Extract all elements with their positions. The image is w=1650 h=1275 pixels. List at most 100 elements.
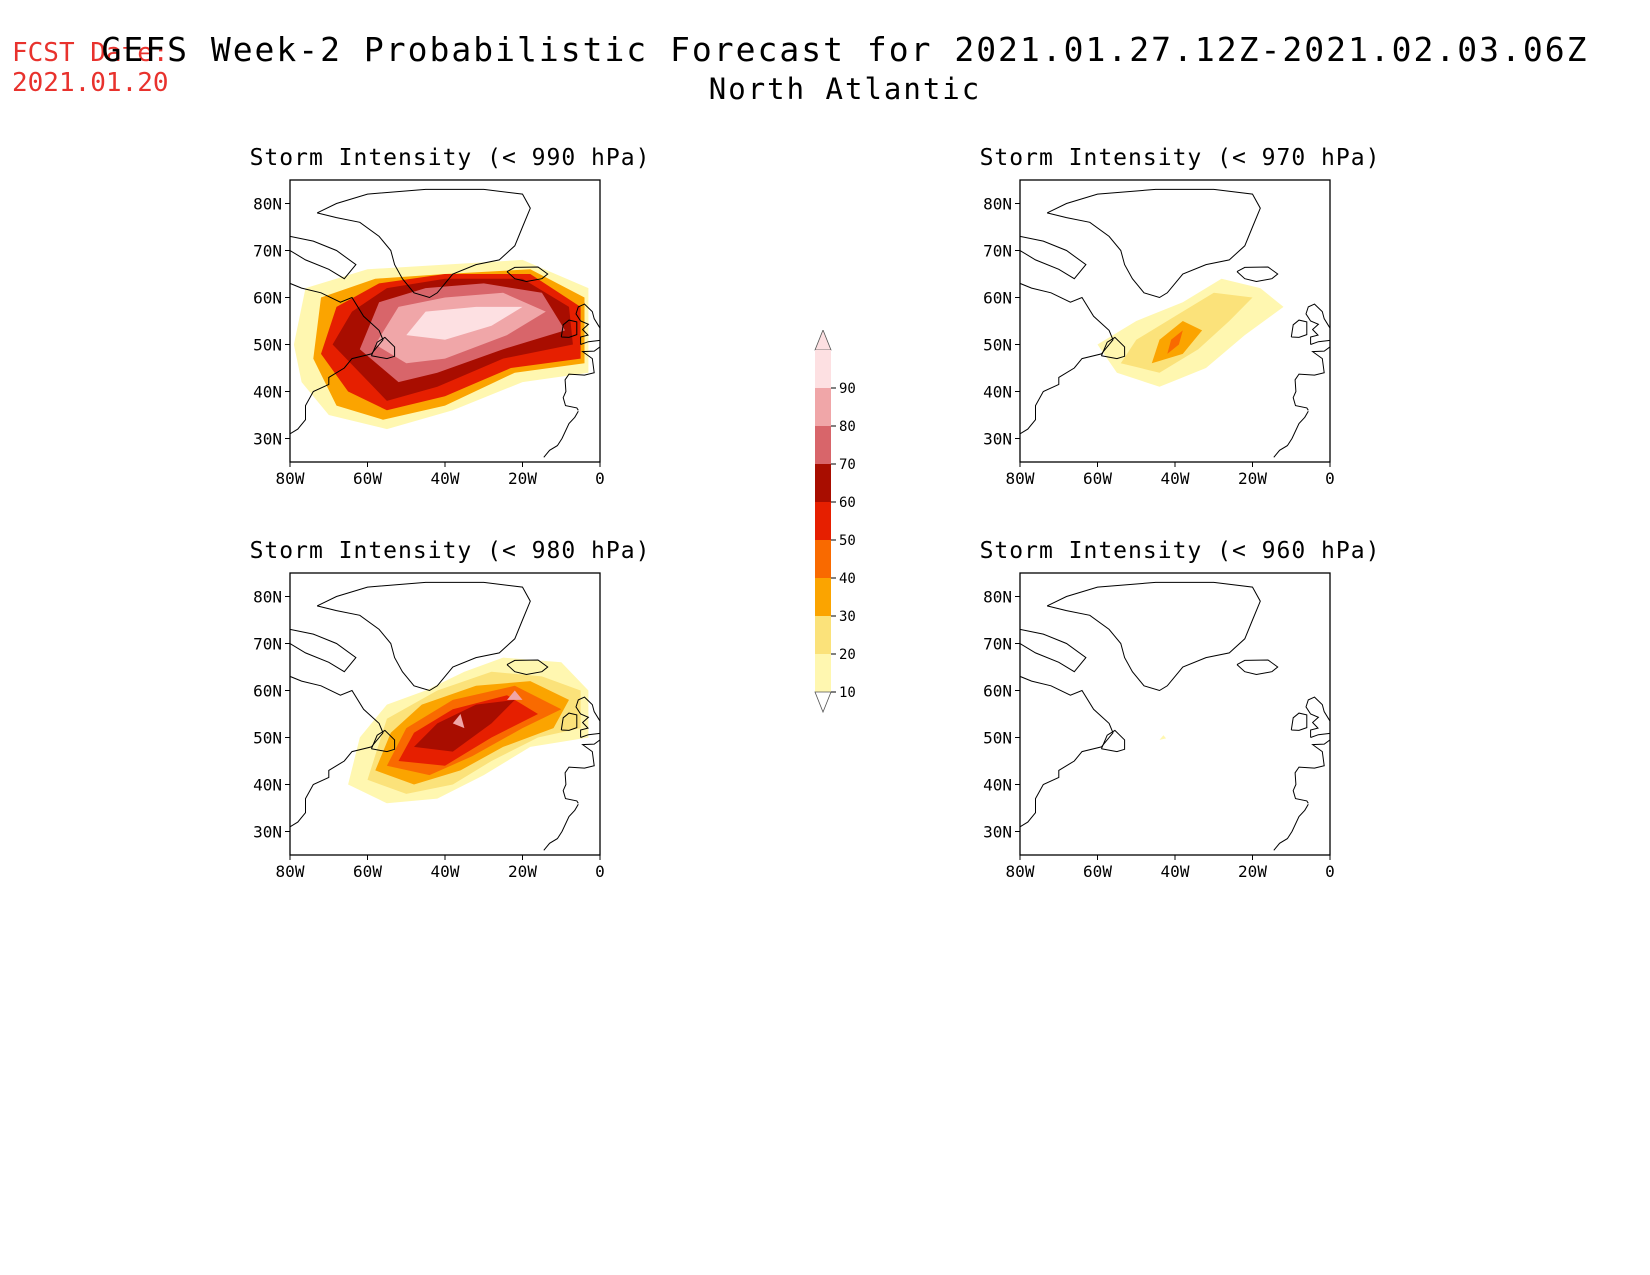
coastline <box>370 729 396 753</box>
y-tick-label: 60N <box>983 682 1012 701</box>
coastline <box>1100 729 1126 753</box>
probability-contour-10 <box>1159 735 1167 740</box>
map-plot-970: 80N 70N 60N 50N 40N 30N 80W 60W 40W 20W 0 <box>983 179 1335 488</box>
coastline <box>290 282 384 435</box>
probability-field <box>1159 735 1167 740</box>
panel-title: Storm Intensity (< 980 hPa) <box>249 538 651 564</box>
y-tick-label: 40N <box>983 383 1012 402</box>
coastlines <box>290 581 600 851</box>
coastline <box>560 712 578 731</box>
main-title: GEFS Week-2 Probabilistic Forecast for 2… <box>101 30 1589 69</box>
x-tick-label: 0 <box>595 862 605 881</box>
coastline <box>562 346 600 411</box>
y-tick-label: 50N <box>983 729 1012 748</box>
y-tick-label: 60N <box>253 682 282 701</box>
probability-contour-40 <box>1167 330 1183 354</box>
x-tick-label: 40W <box>1161 469 1190 488</box>
forecast-date-label: FCST Date: <box>12 38 169 68</box>
x-tick-label: 20W <box>1238 862 1267 881</box>
map-plot-960: 80N 70N 60N 50N 40N 30N 80W 60W 40W 20W 0 <box>983 572 1335 881</box>
map-panel-970: Storm Intensity (< 970 hPa) 80N 70N 60N 50N… <box>970 145 1390 515</box>
coastline <box>1236 266 1279 283</box>
x-tick-label: 80W <box>276 469 305 488</box>
y-tick-label: 80N <box>983 588 1012 607</box>
coastline <box>1290 712 1308 731</box>
map-panel-980: Storm Intensity (< 980 hPa) 80N 70N 60N 50N… <box>240 538 660 908</box>
region-title: North Atlantic <box>708 72 982 106</box>
y-tick-label: 60N <box>253 289 282 308</box>
y-tick-label: 40N <box>253 383 282 402</box>
y-tick-label: 50N <box>253 336 282 355</box>
coastlines <box>1020 188 1330 458</box>
y-tick-label: 40N <box>983 776 1012 795</box>
coastline <box>1020 628 1087 673</box>
colorbar-label: 40 <box>839 571 856 587</box>
x-tick-label: 80W <box>276 862 305 881</box>
x-tick-label: 20W <box>508 862 537 881</box>
colorbar-label: 70 <box>839 457 856 473</box>
y-tick-label: 60N <box>983 289 1012 308</box>
coastline <box>1292 739 1330 804</box>
x-tick-label: 0 <box>595 469 605 488</box>
coastline <box>562 739 600 804</box>
colorbar-swatch <box>815 350 831 388</box>
x-tick-label: 60W <box>353 469 382 488</box>
probability-field <box>293 259 589 430</box>
coastline <box>370 336 396 360</box>
y-tick-label: 70N <box>983 635 1012 654</box>
forecast-date: FCST Date: 2021.01.20 <box>12 38 169 98</box>
x-tick-label: 80W <box>1006 862 1035 881</box>
y-tick-label: 70N <box>253 635 282 654</box>
x-tick-label: 20W <box>1238 469 1267 488</box>
map-frame <box>1019 572 1331 856</box>
probability-contour-60 <box>414 699 515 752</box>
coastline <box>1100 336 1126 360</box>
probability-field <box>348 657 589 804</box>
x-tick-label: 80W <box>1006 469 1035 488</box>
y-tick-label: 80N <box>253 195 282 214</box>
coastline <box>1273 803 1309 851</box>
map-plot-980: 80N 70N 60N 50N 40N 30N 80W 60W 40W 20W 0 <box>253 572 605 881</box>
probability-contour-80 <box>452 714 465 729</box>
page-title: GEFS Week-2 Probabilistic Forecast for 2… <box>0 30 1650 106</box>
probability-field <box>1097 278 1284 387</box>
coastline <box>1273 410 1309 458</box>
y-tick-label: 30N <box>253 823 282 842</box>
x-tick-label: 60W <box>1083 469 1112 488</box>
y-tick-label: 30N <box>253 430 282 449</box>
coastline <box>316 188 531 299</box>
coastline <box>316 581 531 692</box>
colorbar-swatch <box>815 502 831 540</box>
x-tick-label: 40W <box>1161 862 1190 881</box>
panel-title: Storm Intensity (< 990 hPa) <box>249 145 651 171</box>
coastline <box>506 266 549 283</box>
colorbar-label: 10 <box>839 685 856 701</box>
colorbar-swatch <box>815 540 831 578</box>
colorbar-swatch <box>815 388 831 426</box>
coastline <box>1020 235 1087 280</box>
y-tick-label: 80N <box>983 195 1012 214</box>
coastline <box>1290 319 1308 338</box>
coastline <box>1305 696 1330 738</box>
x-tick-label: 0 <box>1325 862 1335 881</box>
coastline <box>543 803 579 851</box>
panel-title: Storm Intensity (< 960 hPa) <box>979 538 1381 564</box>
coastlines <box>1020 581 1330 851</box>
coastline <box>560 319 578 338</box>
coastline <box>1236 659 1279 676</box>
colorbar-label: 80 <box>839 419 856 435</box>
map-panel-990: Storm Intensity (< 990 hPa) 80N 70N 60N 50N… <box>240 145 660 515</box>
coastline <box>1292 346 1330 411</box>
coastlines <box>290 188 600 458</box>
y-tick-label: 70N <box>253 242 282 261</box>
coastline <box>575 696 600 738</box>
colorbar-bottom-arrow <box>814 691 832 714</box>
x-tick-label: 0 <box>1325 469 1335 488</box>
colorbar-swatch <box>815 616 831 654</box>
colorbar-swatch <box>815 654 831 692</box>
coastline <box>1020 282 1114 435</box>
y-tick-label: 30N <box>983 430 1012 449</box>
map-area: 80N 70N 60N 50N 40N 30N 80W 60W 40W 20W 0 <box>253 179 605 488</box>
x-tick-label: 60W <box>353 862 382 881</box>
y-tick-label: 70N <box>983 242 1012 261</box>
